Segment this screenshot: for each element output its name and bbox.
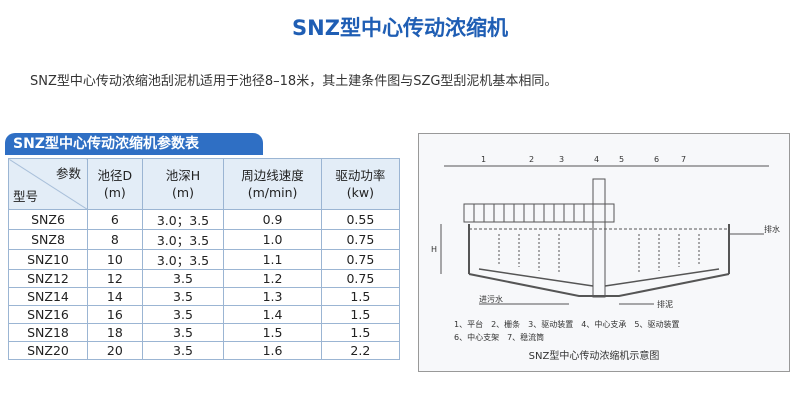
- table-row: SNZ12 12 3.5 1.2 0.75: [8, 269, 401, 288]
- rake-arm: [478, 268, 594, 287]
- table-row: SNZ8 8 3.0；3.5 1.0 0.75: [8, 229, 401, 250]
- corner-top: 参数: [55, 166, 81, 181]
- table-cell: 10: [87, 249, 143, 270]
- header-cell: 池径D (m): [87, 158, 143, 210]
- table-cell: 3.0；3.5: [141, 249, 225, 270]
- header-line: 周边线速度: [241, 168, 304, 183]
- table-cell: 1.4: [223, 305, 322, 324]
- part-number: 3: [559, 155, 564, 164]
- description: SNZ型中心传动浓缩池刮泥机适用于池径8–18米，其土建条件图与SZG型刮泥机基…: [30, 74, 558, 89]
- hatch: [473, 204, 585, 222]
- table-row: SNZ10 10 3.0；3.5 1.1 0.75: [8, 249, 401, 270]
- table-cell: SNZ8: [8, 229, 88, 250]
- table-cell: 3.5: [141, 269, 225, 288]
- header-line: (kw): [346, 185, 374, 200]
- header-row: 参数 型号 池径D (m) 池深H (m) 周边线速度 (m/min) 驱动功率 (kw): [8, 158, 401, 210]
- header-line: 池深H: [165, 168, 201, 183]
- part-number: 1: [481, 155, 486, 164]
- table-cell: 1.5: [320, 305, 401, 324]
- depth-label: H: [431, 245, 437, 254]
- corner-cell: 参数 型号: [8, 158, 88, 210]
- table-cell: SNZ16: [8, 305, 88, 324]
- table-cell: 0.75: [320, 269, 401, 288]
- table-cell: 3.0；3.5: [141, 209, 225, 230]
- table-cell: 20: [87, 341, 143, 360]
- header-line: (m/min): [247, 185, 298, 200]
- table-row: SNZ20 20 3.5 1.6 2.2: [8, 341, 401, 360]
- table-row: SNZ18 18 3.5 1.5 1.5: [8, 323, 401, 342]
- outlet-label: 排水: [764, 224, 780, 234]
- legend-line: 1、平台 2、栅条 3、驱动装置 4、中心支承 5、驱动装置: [454, 319, 679, 329]
- table-cell: 0.75: [320, 229, 401, 250]
- table-cell: 2.2: [320, 341, 401, 360]
- header-line: (m): [103, 185, 126, 200]
- table-cell: 1.5: [223, 323, 322, 342]
- part-number: 4: [594, 155, 599, 164]
- table-cell: 1.6: [223, 341, 322, 360]
- inlet-label: 进污水: [479, 294, 503, 304]
- table-cell: 12: [87, 269, 143, 288]
- table-cell: SNZ12: [8, 269, 88, 288]
- table-cell: 6: [87, 209, 143, 230]
- header-cell: 驱动功率 (kw): [320, 158, 401, 210]
- table-cell: SNZ18: [8, 323, 88, 342]
- table-cell: 1.5: [320, 287, 401, 306]
- tank-bottom: [468, 273, 730, 297]
- table-cell: 1.1: [223, 249, 322, 270]
- part-number: 5: [619, 155, 624, 164]
- part-number: 2: [529, 155, 534, 164]
- table-cell: 3.5: [141, 287, 225, 306]
- sludge-label: 排泥: [657, 299, 673, 309]
- table-cell: 8: [87, 229, 143, 250]
- header-cell: 池深H (m): [141, 158, 225, 210]
- table-cell: 0.75: [320, 249, 401, 270]
- table-caption: SNZ型中心传动浓缩机参数表: [5, 133, 263, 155]
- table-cell: SNZ6: [8, 209, 88, 230]
- table-cell: 3.5: [141, 323, 225, 342]
- bridge: [463, 203, 615, 223]
- part-number: 6: [654, 155, 659, 164]
- header-line: 驱动功率: [335, 168, 386, 183]
- table-cell: 0.55: [320, 209, 401, 230]
- table-cell: 1.5: [320, 323, 401, 342]
- param-table: 参数 型号 池径D (m) 池深H (m) 周边线速度 (m/min) 驱动功率 (kw) S…: [8, 158, 401, 360]
- shaft: [592, 178, 606, 298]
- table-cell: 3.5: [141, 341, 225, 360]
- table-cell: 16: [87, 305, 143, 324]
- table-cell: 1.3: [223, 287, 322, 306]
- table-row: SNZ6 6 3.0；3.5 0.9 0.55: [8, 209, 401, 230]
- pickets: [498, 234, 700, 274]
- legend-line: 6、中心支架 7、稳流筒: [454, 332, 544, 342]
- table-cell: 14: [87, 287, 143, 306]
- table-cell: 18: [87, 323, 143, 342]
- part-number: 7: [681, 155, 686, 164]
- header-cell: 周边线速度 (m/min): [223, 158, 322, 210]
- table-cell: SNZ20: [8, 341, 88, 360]
- table-row: SNZ14 14 3.5 1.3 1.5: [8, 287, 401, 306]
- table-row: SNZ16 16 3.5 1.4 1.5: [8, 305, 401, 324]
- table-cell: SNZ10: [8, 249, 88, 270]
- table-cell: 3.0；3.5: [141, 229, 225, 250]
- rake-arm: [604, 268, 720, 287]
- table-cell: 1.0: [223, 229, 322, 250]
- table-cell: 1.2: [223, 269, 322, 288]
- title: SNZ型中心传动浓缩机: [292, 16, 508, 40]
- corner-bottom: 型号: [13, 189, 39, 204]
- header-line: 池径D: [97, 168, 133, 183]
- table-body: SNZ6 6 3.0；3.5 0.9 0.55 SNZ8 8 3.0；3.5 1.0 0.75 SN…: [8, 209, 401, 360]
- table-cell: SNZ14: [8, 287, 88, 306]
- figure-caption: SNZ型中心传动浓缩机示意图: [529, 349, 660, 362]
- header-line: (m): [172, 185, 194, 200]
- figure: 1 2 3 4 5 6 7 H 排水进污水排泥 1、平台 2、栅条 3、驱动装置 4、中心支承 5…: [418, 133, 790, 372]
- table-cell: 0.9: [223, 209, 322, 230]
- table-cell: 3.5: [141, 305, 225, 324]
